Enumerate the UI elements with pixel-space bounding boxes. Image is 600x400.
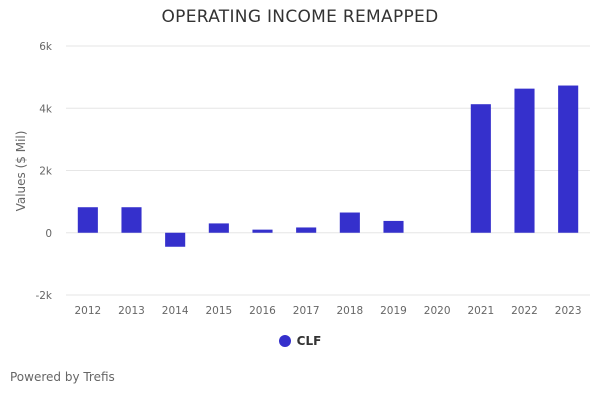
bar-2016[interactable]	[252, 229, 273, 233]
x-tick-label: 2012	[74, 305, 101, 317]
x-tick-label: 2021	[467, 305, 494, 317]
bar-2012[interactable]	[77, 207, 98, 233]
y-tick-label: -2k	[35, 290, 52, 302]
bar-2017[interactable]	[296, 227, 317, 233]
x-tick-label: 2014	[162, 305, 189, 317]
x-tick-label: 2017	[293, 305, 320, 317]
bar-2018[interactable]	[339, 212, 360, 233]
y-axis-title: Values ($ Mil)	[14, 131, 28, 212]
bar-2021[interactable]	[470, 104, 491, 233]
y-tick-label: 4k	[39, 103, 53, 115]
x-tick-label: 2016	[249, 305, 276, 317]
bar-2022[interactable]	[514, 88, 535, 233]
legend-marker-icon	[278, 335, 291, 347]
y-tick-label: 2k	[39, 166, 53, 178]
bar-2013[interactable]	[121, 207, 142, 233]
credits-text[interactable]: Powered by Trefis	[10, 370, 115, 384]
y-tick-label: 0	[45, 228, 52, 240]
bar-2015[interactable]	[208, 223, 229, 233]
chart-title: OPERATING INCOME REMAPPED	[161, 7, 439, 27]
x-axis-ticks: 2012 2013 2014 2015 2016 2017 2018 2019 2020 2021…	[74, 305, 581, 317]
bar-2023[interactable]	[558, 85, 579, 233]
y-axis-ticks: -2k 0 2k 4k 6k	[35, 41, 52, 302]
bar-2014[interactable]	[165, 232, 186, 247]
x-tick-label: 2015	[205, 305, 232, 317]
grid-layer	[66, 45, 590, 296]
x-tick-label: 2022	[511, 305, 538, 317]
y-tick-label: 6k	[39, 41, 53, 53]
x-tick-label: 2019	[380, 305, 407, 317]
legend-label: CLF	[296, 334, 322, 348]
legend-item-clf[interactable]: CLF	[0, 334, 600, 348]
bars-layer	[77, 85, 579, 247]
x-tick-label: 2020	[424, 305, 451, 317]
bar-2019[interactable]	[383, 220, 404, 233]
x-tick-label: 2023	[555, 305, 582, 317]
x-tick-label: 2013	[118, 305, 145, 317]
x-tick-label: 2018	[336, 305, 363, 317]
